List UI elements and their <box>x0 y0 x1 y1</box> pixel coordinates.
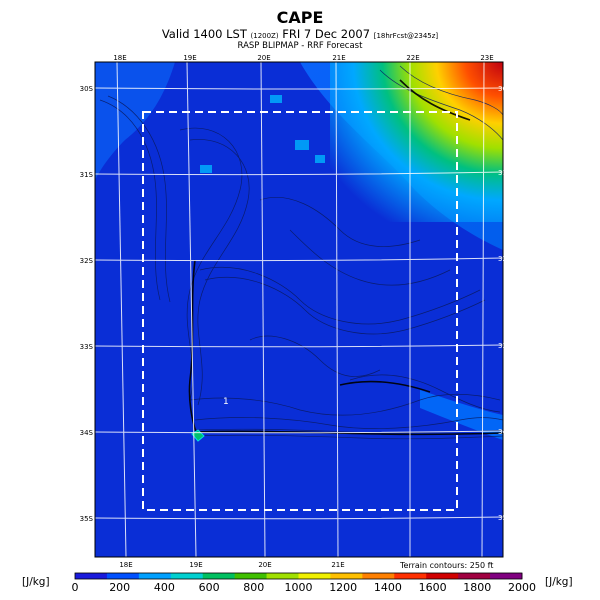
colorbar-unit-right: [J/kg] <box>545 576 573 588</box>
latitude-label: 32S <box>80 257 94 265</box>
latitude-label: 35S <box>80 515 94 523</box>
latitude-label: 34S <box>498 428 512 436</box>
colorbar-label: 1200 <box>329 581 358 594</box>
colorbar-label: 1600 <box>418 581 447 594</box>
colorbar-label: 200 <box>109 581 131 594</box>
latitude-label: 30S <box>498 85 512 93</box>
latitude-label: 33S <box>80 343 94 351</box>
latitude-label: 34S <box>80 429 94 437</box>
colorbar-label: 1400 <box>373 581 402 594</box>
longitude-label: 18E <box>113 54 126 62</box>
cape-hotspot <box>330 62 503 222</box>
forecast-domain-box <box>142 111 458 511</box>
colorbar-swatch <box>394 573 427 579</box>
valid-time-utc: (1200Z) <box>250 32 279 40</box>
colorbar-label: 0 <box>71 581 79 594</box>
colorbar <box>74 572 523 580</box>
graticule <box>94 61 504 558</box>
colorbar-swatch <box>298 573 331 579</box>
terrain-contours-major <box>188 79 503 436</box>
chart-title: CAPE <box>276 8 324 27</box>
colorbar-swatch <box>234 573 267 579</box>
colorbar-label: 1800 <box>463 581 492 594</box>
longitude-label: 21E <box>332 54 345 62</box>
terrain-contours <box>99 65 503 440</box>
latitude-label: 35S <box>498 514 512 522</box>
longitude-label: 20E <box>257 54 270 62</box>
longitude-labels-bottom: 18E 19E 20E 21E <box>119 561 344 569</box>
forecast-info: [18hrFcst@2345z] <box>373 32 439 40</box>
colorbar-swatch <box>202 573 236 579</box>
parallel-line <box>94 516 504 520</box>
colorbar-unit-left: [J/kg] <box>22 576 50 588</box>
valid-time-line: Valid 1400 LST (1200Z) FRI 7 Dec 2007 [1… <box>0 27 600 41</box>
longitude-label: 22E <box>406 54 419 62</box>
colorbar-frame <box>74 572 523 580</box>
colorbar-swatch <box>75 573 108 579</box>
colorbar-label: 800 <box>243 581 265 594</box>
latitude-label: 33S <box>498 342 512 350</box>
colorbar-swatch <box>266 573 299 579</box>
colorbar-label: 600 <box>198 581 220 594</box>
station-marker-label: 1 <box>223 397 229 407</box>
colorbar-label: 2000 <box>508 581 536 594</box>
meridian-line <box>116 61 127 558</box>
colorbar-swatch <box>138 573 172 579</box>
model-line: RASP BLIPMAP - RRF Forecast <box>237 41 363 51</box>
longitude-label: 18E <box>119 561 132 569</box>
valid-date: FRI 7 Dec 2007 <box>282 27 371 41</box>
latitude-label: 32S <box>498 255 512 263</box>
parallel-line <box>94 430 504 434</box>
colorbar-swatch <box>426 573 459 579</box>
longitude-label: 19E <box>189 561 202 569</box>
latitude-labels-right: 30S 31S 32S 33S 34S 35S <box>498 85 512 522</box>
colorbar-swatch <box>490 573 523 579</box>
meridian-line <box>335 61 339 558</box>
colorbar-swatch <box>458 573 491 579</box>
colorbar-swatch <box>330 573 363 579</box>
latitude-labels-left: 30S 31S 32S 33S 34S 35S <box>80 85 94 523</box>
parallel-line <box>94 257 504 262</box>
colorbar-label: 400 <box>153 581 175 594</box>
colorbar-label: 1000 <box>284 581 313 594</box>
latitude-label: 31S <box>80 171 94 179</box>
meridian-line <box>481 61 485 558</box>
meridian-line <box>186 61 197 558</box>
cape-patches <box>200 95 325 173</box>
longitude-label: 21E <box>331 561 344 569</box>
colorbar-swatch <box>170 573 204 579</box>
valid-time: Valid 1400 LST <box>161 27 247 41</box>
longitude-label: 19E <box>183 54 196 62</box>
meridian-line <box>260 61 266 558</box>
longitude-label: 23E <box>480 54 493 62</box>
latitude-label: 31S <box>498 169 512 177</box>
terrain-contour-note: Terrain contours: 250 ft <box>400 561 494 570</box>
longitude-label: 20E <box>258 561 271 569</box>
parallel-line <box>94 344 504 348</box>
parallel-line <box>94 87 504 90</box>
latitude-label: 30S <box>80 85 94 93</box>
colorbar-swatch <box>106 573 140 579</box>
map-frame <box>94 61 504 558</box>
high-cape-band-west <box>95 62 175 180</box>
parallel-line <box>94 171 504 176</box>
longitude-labels-top: 18E 19E 20E 21E 22E 23E <box>113 54 493 62</box>
colorbar-swatch <box>362 573 395 579</box>
